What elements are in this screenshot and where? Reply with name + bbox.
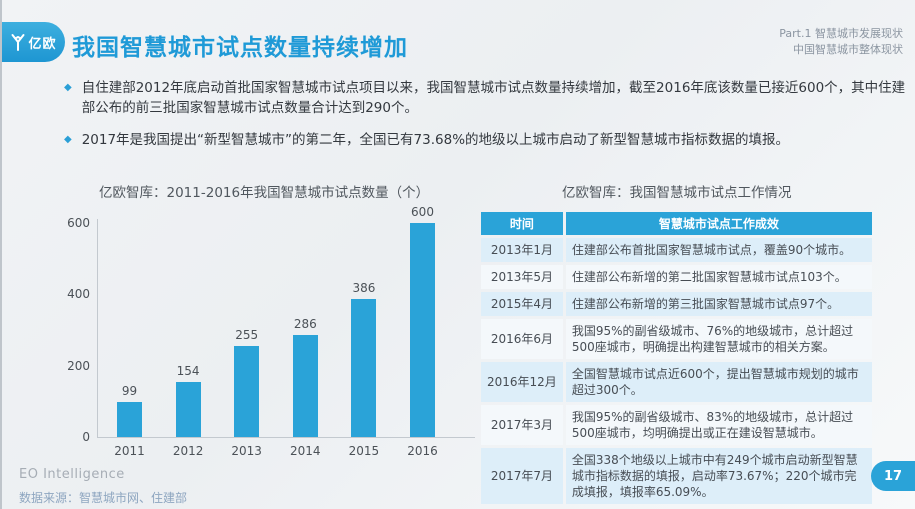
page-number: 17 [883, 468, 903, 484]
table-cell-result: 全国智慧城市试点近600个，提出智慧城市规划的城市超过300个。 [565, 362, 872, 402]
bar-value-label: 99 [121, 383, 138, 398]
milestone-table: 时间 智慧城市试点工作成效 2013年1月 住建部公布首批国家智慧城市试点，覆盖9… [481, 212, 878, 504]
table-cell-time: 2016年12月 [481, 362, 563, 402]
bullet-text: 2017年是我国提出“新型智慧城市”的第二年，全国已有73.68%的地级以上城市… [81, 132, 790, 148]
bar-value-label: 255 [235, 328, 259, 343]
bullet-list: ◆ 自住建部2012年底启动首批国家智慧城市试点项目以来，我国智慧城市试点数量持… [64, 78, 909, 162]
part-line-1: Part.1 智慧城市发展现状 [779, 27, 903, 40]
bullet-item: ◆ 自住建部2012年底启动首批国家智慧城市试点项目以来，我国智慧城市试点数量持… [64, 78, 909, 118]
eo-logo-y-icon [10, 33, 26, 51]
x-axis-tick-label: 2013 [231, 444, 262, 458]
chart-title: 亿欧智库：2011-2016年我国智慧城市试点数量（个） [99, 185, 430, 201]
y-axis-tick-label: 600 [67, 216, 90, 230]
chart-x-axis [97, 437, 475, 438]
bar-2015 [351, 299, 377, 437]
table-cell-time: 2013年5月 [481, 265, 563, 289]
bar-value-label: 600 [411, 205, 434, 219]
table-cell-result: 住建部公布新增的第三批国家智慧城市试点97个。 [565, 292, 872, 316]
table-cell-result: 我国95%的副省级城市、83%的地级城市，总计超过500座城市，均明确提出或正在… [565, 405, 872, 445]
bar-value-label: 154 [176, 364, 200, 379]
bar-value-label: 286 [293, 316, 317, 331]
table-cell-result: 我国95%的副省级城市、76%的地级城市，总计超过500座城市，明确提出构建智慧… [565, 319, 872, 359]
table-row: 2017年3月 我国95%的副省级城市、83%的地级城市，总计超过500座城市，均… [481, 405, 872, 445]
table-cell-time: 2016年6月 [481, 319, 563, 359]
page-title: 我国智慧城市试点数量持续增加 [72, 35, 408, 61]
table-cell-time: 2015年4月 [481, 292, 563, 316]
bar-value-label: 386 [352, 281, 376, 296]
diamond-bullet-icon: ◆ [64, 134, 72, 145]
table-header-row: 时间 智慧城市试点工作成效 [481, 212, 872, 235]
bar-2011 [117, 401, 142, 437]
y-axis-tick-label: 400 [67, 287, 90, 302]
table-row: 2016年12月 全国智慧城市试点近600个，提出智慧城市规划的城市超过300个。 [481, 362, 872, 402]
table-row: 2016年6月 我国95%的副省级城市、76%的地级城市，总计超过500座城市，明… [481, 319, 872, 359]
bar-2012 [175, 382, 201, 437]
eo-logo-text: 亿欧 [28, 36, 57, 52]
table-header-time: 时间 [481, 212, 563, 235]
bar-2016 [410, 223, 435, 437]
breadcrumb: Part.1 智慧城市发展现状 中国智慧城市整体现状 [779, 26, 903, 58]
table-cell-time: 2017年7月 [481, 448, 563, 504]
table-cell-result: 全国338个地级以上城市中有249个城市启动新型智慧城市指标数据的填报，启动率7… [565, 448, 872, 504]
bullet-item: ◆ 2017年是我国提出“新型智慧城市”的第二年，全国已有73.68%的地级以上… [64, 130, 909, 150]
bullet-text: 自住建部2012年底启动首批国家智慧城市试点项目以来，我国智慧城市试点数量持续增… [81, 80, 906, 116]
bar-2013 [234, 346, 260, 437]
page-number-badge: 17 [871, 461, 915, 491]
footer-brand: EO Intelligence [19, 467, 125, 482]
bar-chart: 0 200 400 600 99 2011 154 2012 255 2013 286 2014 386… [62, 205, 482, 458]
x-axis-tick-label: 2012 [172, 444, 204, 458]
eo-logo: 亿欧 [2, 22, 65, 62]
table-header-result: 智慧城市试点工作成效 [565, 212, 872, 235]
bar-2014 [292, 334, 318, 437]
x-axis-tick-label: 2016 [407, 444, 438, 458]
chart-y-axis [97, 219, 98, 437]
table-row: 2015年4月 住建部公布新增的第三批国家智慧城市试点97个。 [481, 292, 872, 316]
part-line-2: 中国智慧城市整体现状 [793, 43, 903, 56]
y-axis-tick-label: 200 [67, 358, 90, 373]
table-cell-result: 住建部公布首批国家智慧城市试点，覆盖90个城市。 [565, 238, 872, 262]
x-axis-tick-label: 2015 [348, 444, 380, 458]
diamond-bullet-icon: ◆ [64, 82, 72, 93]
table-cell-time: 2013年1月 [481, 238, 563, 262]
y-axis-tick-label: 0 [82, 430, 90, 444]
table-cell-time: 2017年3月 [481, 405, 563, 445]
x-axis-tick-label: 2014 [290, 444, 321, 458]
table-title: 亿欧智库：我国智慧城市试点工作情况 [562, 185, 792, 201]
x-axis-tick-label: 2011 [114, 444, 145, 458]
table-cell-result: 住建部公布新增的第二批国家智慧城市试点103个。 [565, 265, 872, 289]
table-row: 2013年5月 住建部公布新增的第二批国家智慧城市试点103个。 [481, 265, 872, 289]
table-row: 2013年1月 住建部公布首批国家智慧城市试点，覆盖90个城市。 [481, 238, 872, 262]
data-source-note: 数据来源：智慧城市网、住建部 [19, 491, 188, 505]
table-row: 2017年7月 全国338个地级以上城市中有249个城市启动新型智慧城市指标数据的… [481, 448, 872, 504]
